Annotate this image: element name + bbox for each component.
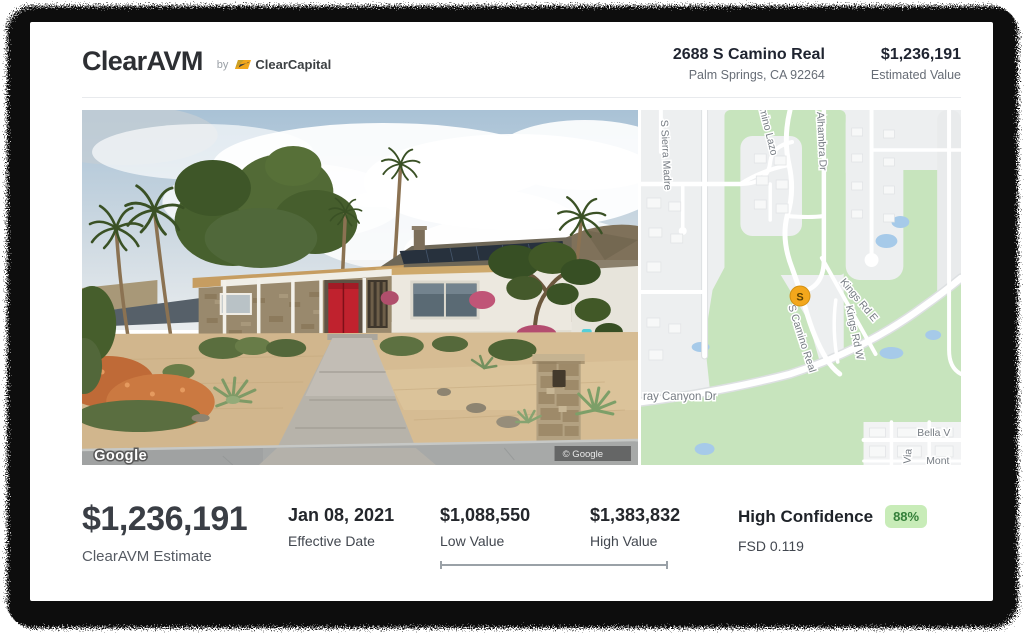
low-value-block: $1,088,550 Low Value — [440, 505, 590, 549]
map-roads — [641, 110, 961, 465]
large-tree — [174, 146, 358, 268]
map-buildings — [646, 127, 954, 458]
effective-date-value: Jan 08, 2021 — [288, 505, 395, 525]
confidence-score-badge: 88% — [885, 505, 928, 528]
value-range-block: $1,088,550 Low Value $1,383,832 High Val… — [440, 500, 698, 569]
header-estimate: $1,236,191 Estimated Value — [871, 46, 961, 82]
street — [82, 438, 638, 465]
estimated-value-label: Estimated Value — [870, 68, 961, 82]
map-marker-label: S — [796, 291, 803, 303]
map-green-areas — [641, 110, 961, 465]
address-line1: 2688 S Camino Real — [672, 46, 825, 63]
street-label-canyon-dr: ray Canyon Dr — [643, 391, 717, 403]
street-label-mont: Mont — [926, 456, 949, 465]
value-range-track — [440, 561, 668, 569]
stone-pillar — [515, 354, 617, 444]
streetview-scene: Google © Google — [82, 110, 638, 465]
low-value-label: Low Value — [440, 533, 505, 549]
walkway — [277, 334, 416, 448]
report-card: ClearAVM by ClearCapital 2688 S Camino R… — [30, 22, 993, 601]
brand: ClearAVM by ClearCapital — [82, 46, 331, 77]
confidence-label: High Confidence — [738, 506, 874, 526]
fsd-value: FSD 0.119 — [738, 538, 804, 554]
clearavm-logo: ClearAVM — [82, 46, 203, 76]
clearcapital-logo-icon — [235, 59, 252, 69]
street-label-via: Via — [902, 448, 914, 464]
confidence-block: High Confidence 88% FSD 0.119 — [738, 500, 928, 554]
clearcapital-label: ClearCapital — [255, 56, 332, 72]
effective-date-block: Jan 08, 2021 Effective Date — [288, 500, 440, 549]
media-row: Google © Google — [82, 110, 961, 465]
high-value: $1,383,832 — [590, 505, 681, 525]
low-value: $1,088,550 — [440, 505, 531, 525]
high-value-label: High Value — [590, 533, 658, 549]
google-watermark: Google © Google — [93, 446, 631, 465]
map-scene: S Sierra Madre Camino Lazo Alhambra Dr S… — [641, 110, 961, 465]
street-label-alhambra-dr: Alhambra Dr — [814, 112, 828, 172]
estimate-label: ClearAVM Estimate — [82, 548, 212, 565]
map-ponds — [691, 216, 942, 455]
high-value-block: $1,383,832 High Value — [590, 505, 680, 549]
estimate-value: $1,236,191 — [82, 500, 248, 538]
map-marker: S — [789, 285, 811, 307]
map-canvas[interactable]: S Sierra Madre Camino Lazo Alhambra Dr S… — [641, 110, 961, 465]
effective-date-label: Effective Date — [288, 533, 375, 549]
copyright-chip — [554, 446, 631, 461]
address-line2: Palm Springs, CA 92264 — [688, 68, 825, 82]
valuation-summary: $1,236,191 ClearAVM Estimate Jan 08, 202… — [82, 500, 961, 569]
brand-by-label: by — [216, 58, 229, 71]
estimated-value: $1,236,191 — [880, 46, 961, 63]
header-right: 2688 S Camino Real Palm Springs, CA 9226… — [673, 46, 961, 82]
google-logo-text: Google — [94, 448, 147, 464]
report-header: ClearAVM by ClearCapital 2688 S Camino R… — [82, 46, 961, 82]
property-address: 2688 S Camino Real Palm Springs, CA 9226… — [673, 46, 825, 82]
street-label-bella: Bella V — [917, 428, 950, 439]
street-label-sierra-madre: S Sierra Madre — [658, 120, 673, 191]
copyright-text: © Google — [563, 449, 603, 460]
right-plants — [380, 242, 623, 349]
header-divider — [82, 97, 961, 98]
estimate-block: $1,236,191 ClearAVM Estimate — [82, 500, 288, 565]
streetview-photo[interactable]: Google © Google — [82, 110, 638, 465]
